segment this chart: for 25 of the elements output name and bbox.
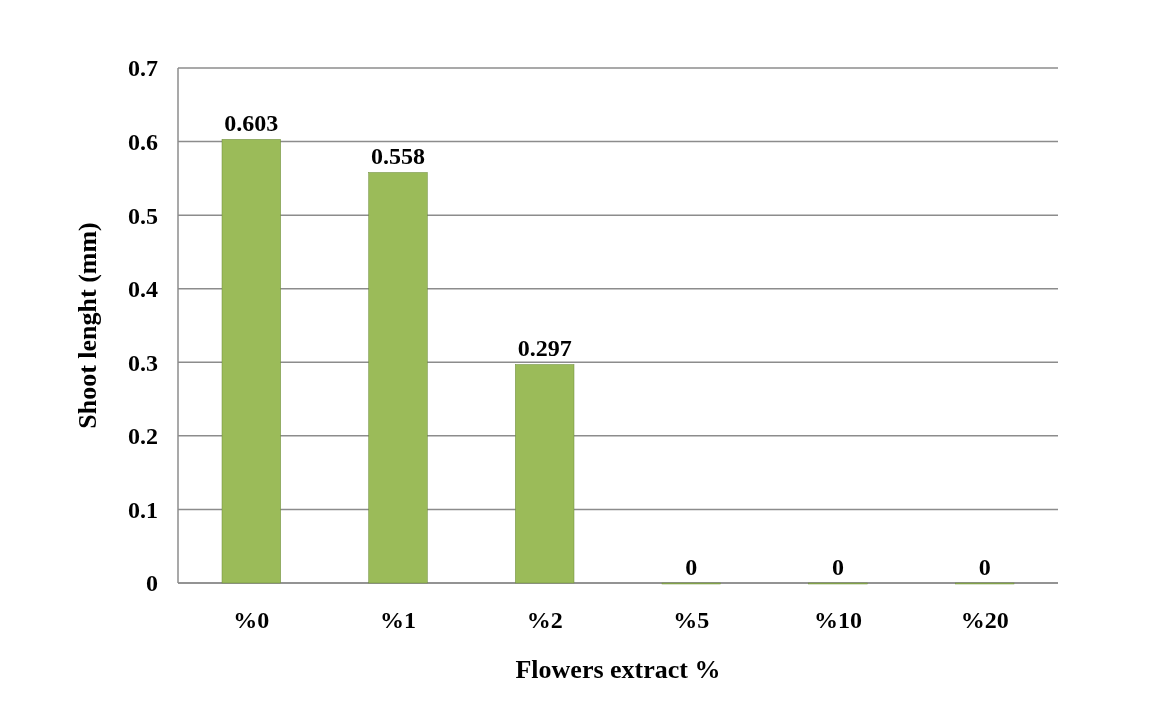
x-tick-label: %1 [380,607,416,633]
x-tick-label: %10 [814,607,862,633]
data-label: 0.603 [224,110,279,137]
data-label: 0.558 [371,143,425,170]
data-label: 0 [832,554,844,580]
y-tick-label: 0 [146,570,158,597]
y-tick-label: 0.7 [128,55,158,82]
x-axis-title: Flowers extract % [515,655,721,684]
data-label: 0 [685,554,698,580]
data-label: 0 [978,554,991,580]
bar [368,172,428,584]
bar [221,139,281,584]
y-tick-label: 0.1 [128,496,158,523]
y-tick-label: 0.4 [128,276,158,303]
x-tick-label: %20 [960,607,1009,633]
x-tick-label: %0 [233,607,270,633]
y-tick-label: 0.5 [128,202,158,229]
y-axis-title: Shoot lenght (mm) [73,222,102,429]
y-tick-label: 0.2 [128,423,158,450]
data-label: 0.297 [517,335,572,362]
y-tick-label: 0.6 [128,128,158,155]
y-tick-label: 0.3 [128,349,158,376]
bar [515,364,575,584]
x-tick-label: %2 [526,607,563,633]
x-tick-label: %5 [673,607,710,633]
